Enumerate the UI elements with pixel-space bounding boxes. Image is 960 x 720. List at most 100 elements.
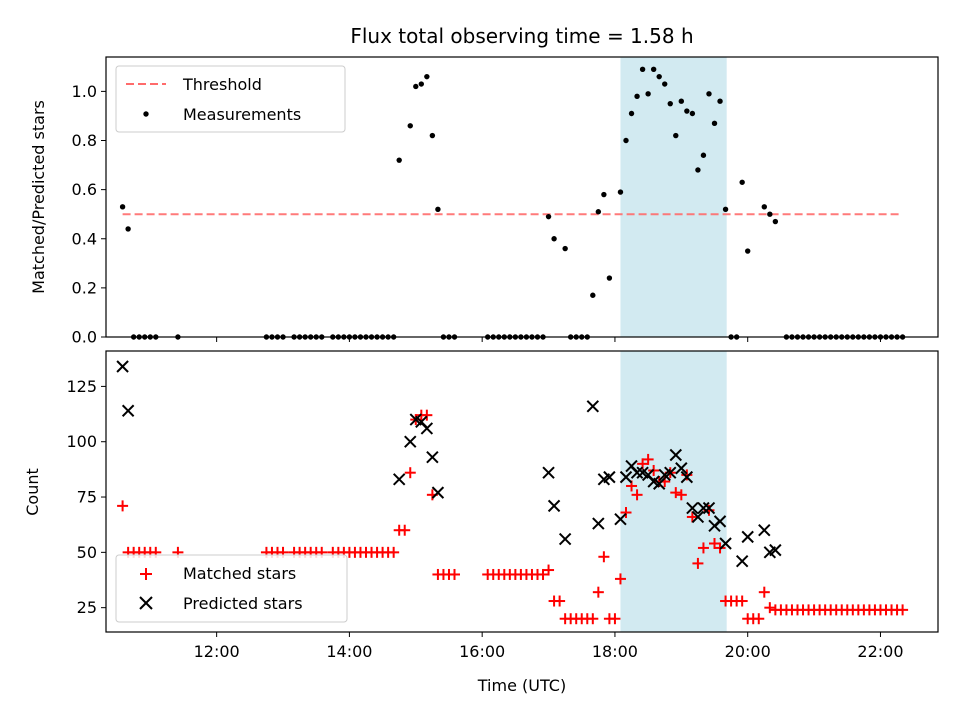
- measurement-point: [689, 110, 696, 117]
- measurement-point: [407, 123, 413, 129]
- bottom-y-axis-label: Count: [23, 468, 42, 516]
- matched-star-point: [537, 568, 549, 580]
- matched-star-point: [117, 500, 129, 512]
- matched-star-point: [449, 568, 461, 580]
- measurement-point: [424, 73, 430, 80]
- measurement-point: [739, 179, 745, 185]
- matched-star-point: [758, 586, 770, 598]
- predicted-star-point: [675, 462, 688, 475]
- measurements-series: [119, 66, 906, 340]
- matched-star-point: [642, 453, 654, 465]
- top-legend: Threshold Measurements: [115, 65, 346, 133]
- bottom-y-tick-label: 75: [77, 488, 97, 507]
- predicted-star-point: [741, 530, 754, 544]
- matched-star-point: [753, 613, 765, 625]
- measurement-point: [125, 226, 131, 232]
- matched-star-point: [543, 564, 555, 576]
- predicted-star-point: [769, 543, 782, 557]
- top-y-tick-label: 0.8: [72, 131, 97, 150]
- predicted-star-point: [630, 466, 644, 479]
- bottom-legend-frame: [115, 554, 348, 623]
- bottom-y-tick-label: 100: [66, 432, 97, 451]
- legend-threshold-label: Threshold: [182, 75, 262, 94]
- measurement-point: [667, 100, 673, 107]
- matched-star-point: [692, 557, 704, 569]
- measurement-point: [678, 98, 685, 104]
- measurement-point: [711, 120, 718, 127]
- matched-star-point: [388, 546, 400, 558]
- predicted-star-point: [619, 470, 633, 484]
- measurement-point: [639, 66, 646, 72]
- legend-matched-swatch: [140, 568, 152, 580]
- measurement-point: [551, 236, 557, 242]
- top-y-tick-label: 0.4: [72, 229, 97, 248]
- matched-star-point: [631, 489, 643, 501]
- predicted-star-point: [121, 404, 135, 417]
- matched-star-point: [609, 613, 621, 625]
- predicted-star-point: [652, 477, 666, 490]
- predicted-star-point: [713, 515, 727, 528]
- bottom-y-tick-label: 25: [77, 598, 97, 617]
- matched-star-point: [686, 511, 698, 523]
- measurement-point: [722, 206, 729, 212]
- predicted-star-point: [680, 470, 694, 484]
- predicted-star-point: [116, 360, 129, 373]
- measurement-point: [695, 167, 701, 173]
- predicted-stars-series: [116, 360, 782, 568]
- predicted-star-point: [686, 501, 699, 515]
- predicted-star-point: [697, 501, 710, 515]
- measurement-point: [706, 91, 712, 97]
- measurement-point: [606, 275, 613, 281]
- matched-star-point: [614, 573, 626, 585]
- top-y-tick-label: 0.6: [72, 180, 97, 199]
- bottom-legend: Matched stars Predicted stars: [115, 554, 348, 623]
- predicted-star-point: [558, 532, 572, 546]
- measurement-point: [767, 211, 773, 217]
- measurement-point: [623, 137, 629, 144]
- matched-star-point: [404, 467, 416, 479]
- matched-star-point: [598, 551, 610, 563]
- measurement-point: [700, 152, 707, 158]
- measurement-point: [761, 204, 767, 210]
- legend-predicted-swatch: [139, 596, 153, 610]
- measurement-point: [413, 83, 419, 90]
- top-panel: 0.0 0.2 0.4 0.6 0.8 1.0 Matched/Predicted sta…: [29, 56, 939, 347]
- bottom-y-tick-label: 50: [77, 543, 97, 562]
- matched-star-point: [399, 524, 411, 536]
- top-legend-frame: [115, 65, 346, 133]
- measurement-point: [429, 132, 436, 139]
- measurement-point: [772, 218, 779, 225]
- x-tick-label: 18:00: [592, 642, 638, 661]
- top-y-tick-label: 0.0: [72, 328, 97, 347]
- measurement-point: [673, 132, 679, 139]
- x-axis-label: Time (UTC): [477, 676, 566, 695]
- predicted-star-point: [664, 466, 677, 479]
- measurement-point: [545, 213, 552, 220]
- bottom-x-axis-ticks: 12:00 14:00 16:00 18:00 20:00 22:00: [194, 632, 904, 661]
- x-tick-label: 14:00: [326, 642, 372, 661]
- bottom-y-axis-ticks: 25 50 75 100 125: [66, 377, 106, 617]
- predicted-star-point: [404, 435, 417, 448]
- matched-star-point: [670, 487, 682, 499]
- bottom-highlight-span: [620, 351, 727, 632]
- measurement-point: [590, 292, 596, 298]
- predicted-star-point: [669, 448, 682, 462]
- predicted-star-point: [719, 537, 732, 550]
- predicted-star-point: [420, 422, 434, 435]
- matched-star-point: [554, 595, 566, 607]
- bottom-panel: 25 50 75 100 125 12:00 14:00 16:00 18:00 20:00 22…: [23, 350, 939, 695]
- legend-measurements-swatch: [143, 111, 149, 117]
- measurement-point: [745, 248, 751, 254]
- predicted-star-point: [614, 512, 627, 526]
- legend-measurements-label: Measurements: [183, 105, 301, 124]
- predicted-star-point: [691, 510, 705, 524]
- measurement-point: [684, 108, 690, 114]
- matched-star-point: [620, 507, 632, 519]
- matched-star-point: [681, 469, 693, 481]
- matched-star-point: [697, 542, 709, 554]
- bottom-y-tick-label: 125: [66, 377, 97, 396]
- measurement-point: [435, 206, 441, 212]
- predicted-star-point: [603, 470, 616, 484]
- top-plot-frame: [105, 56, 939, 338]
